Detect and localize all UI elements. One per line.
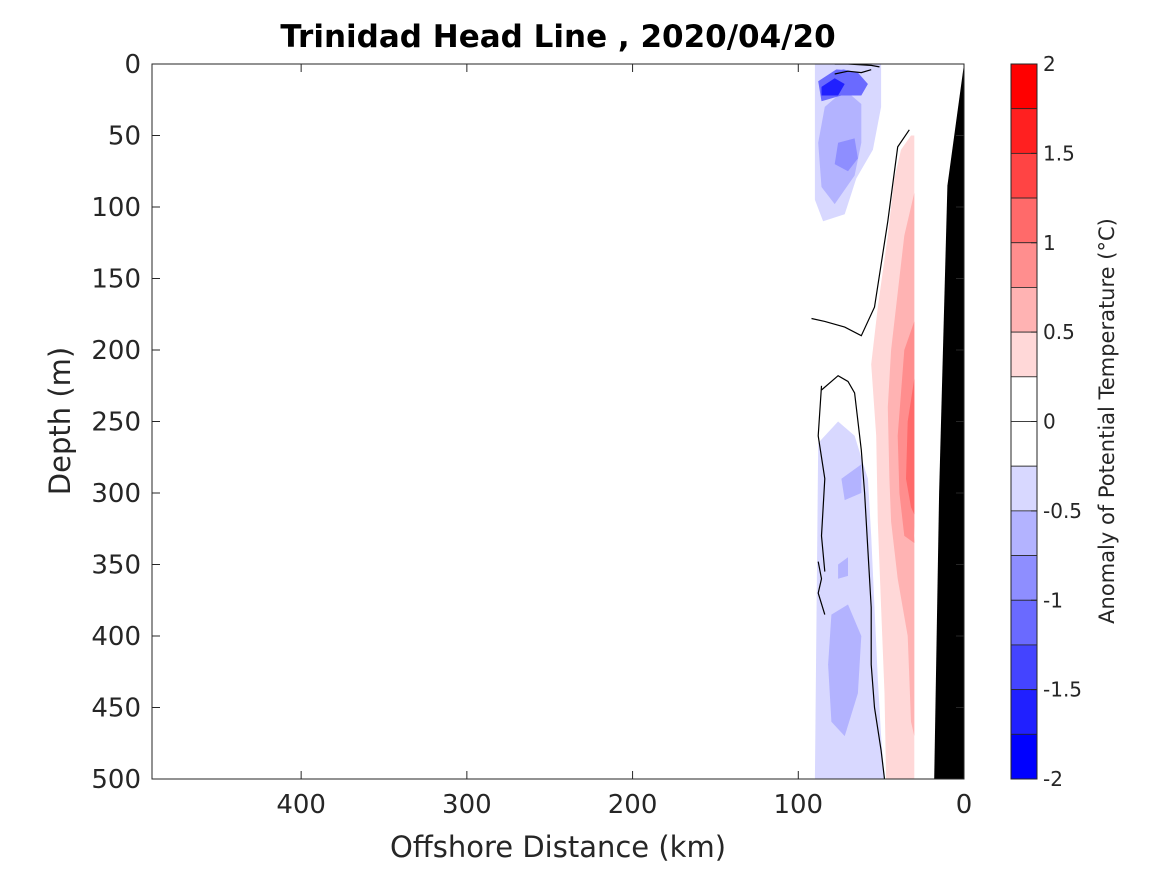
y-tick-label: 350 [91,551,141,581]
x-tick-label: 0 [956,790,973,820]
colorbar-tick-label: 1 [1043,231,1056,255]
y-tick-label: 150 [91,265,141,295]
anomaly-region [834,138,858,172]
colorbar-level [1010,376,1038,422]
y-tick-label: 200 [91,336,141,366]
y-tick-label: 300 [91,479,141,509]
colorbar-tick-label: -0.5 [1043,499,1082,523]
anomaly-region [838,557,848,579]
colorbar-level [1010,108,1038,154]
colorbar-level [1010,555,1038,601]
no-data-mask [914,64,945,779]
colorbar-level [1010,197,1038,244]
colorbar-level [1010,63,1038,110]
colorbar-level [1010,331,1038,378]
anomaly-region [814,64,865,70]
colorbar-level [1010,733,1038,780]
colorbar-label: Anomaly of Potential Temperature (°C) [1095,218,1119,624]
colorbar-level [1010,242,1038,288]
colorbar-tick-label: 0 [1043,410,1056,434]
zero-contour-line [834,64,880,68]
y-tick-label: 0 [124,50,141,80]
colorbar-level [1010,421,1038,467]
x-tick-label: 300 [442,790,492,820]
y-tick-label: 250 [91,408,141,438]
zero-contour-line [821,374,886,779]
chart-title: Trinidad Head Line , 2020/04/20 [280,19,835,55]
zero-contour-line [817,385,826,572]
y-tick-label: 50 [108,122,141,152]
colorbar: 2 1.5 1 0.5 0 -0.5 -1 -1.5 -2 [1010,52,1082,791]
colorbar-tick-label: 1.5 [1043,141,1075,165]
colorbar-tick-label: 0.5 [1043,320,1075,344]
x-tick-label: 100 [773,790,823,820]
x-tick-label: 200 [608,790,658,820]
y-tick-label: 450 [91,694,141,724]
zero-contour-line [817,561,826,615]
y-axis-label: Depth (m) [43,347,77,495]
y-axis: 0 50 100 150 200 250 300 350 400 450 500 [91,50,964,795]
y-tick-label: 500 [91,765,141,795]
zero-contour-line [811,129,910,337]
anomaly-region [821,78,845,96]
colorbar-tick-label: -2 [1043,767,1063,791]
colorbar-level [1010,152,1038,199]
y-tick-label: 400 [91,622,141,652]
colorbar-tick-label: -1 [1043,588,1063,612]
plot-area [151,63,965,780]
colorbar-level [1010,599,1038,646]
colorbar-level [1010,644,1038,691]
x-tick-label: 400 [276,790,326,820]
anomaly-region [828,604,862,737]
y-tick-label: 100 [91,193,141,223]
anomaly-region [841,464,862,501]
colorbar-level [1010,287,1038,333]
colorbar-level [1010,465,1038,512]
colorbar-level [1010,510,1038,556]
colorbar-level [1010,689,1038,735]
x-axis-label: Offshore Distance (km) [390,830,726,864]
colorbar-tick-label: 2 [1043,52,1056,76]
x-axis: 400 300 200 100 0 [276,64,972,820]
colorbar-tick-label: -1.5 [1043,678,1082,702]
zero-contour-line [834,69,872,75]
anomaly-region [906,378,915,515]
bathymetry-shelf [934,64,964,779]
